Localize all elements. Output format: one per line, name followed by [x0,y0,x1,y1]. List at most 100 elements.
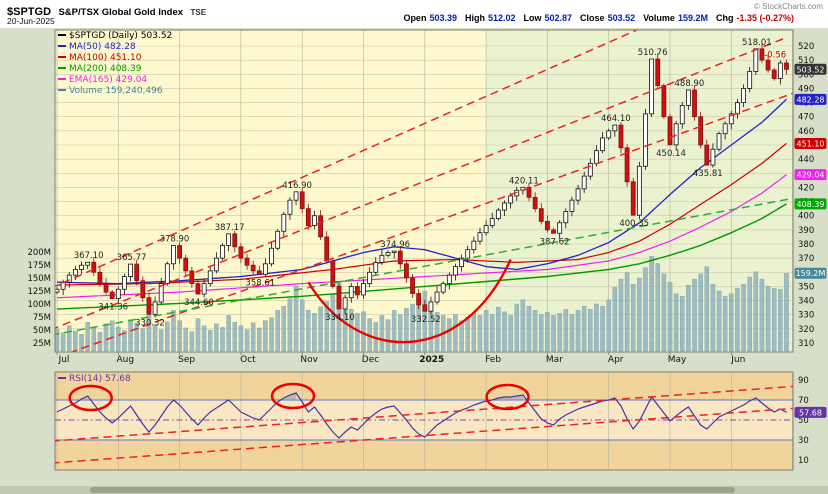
volume-bar [606,299,611,352]
candle [759,48,765,61]
month-label: Jun [730,355,745,365]
candle [545,220,550,231]
candle [753,48,759,72]
value-box [794,267,827,279]
volume-bar [79,334,84,352]
volume-bar [532,310,538,352]
volume-bar [551,315,556,352]
price-axis-label: 380 [798,240,814,250]
title-line: $SPTGD S&P/TSX Global Gold Index TSE [7,2,206,20]
volume-bar [496,306,501,352]
candle [563,211,569,224]
rsi-axis-label: 30 [798,436,809,446]
volume-bar [667,282,673,352]
candle [453,266,458,276]
price-axis-label: 330 [798,311,814,321]
candle [722,123,728,135]
candle [532,196,538,210]
volume-bar [226,315,231,352]
candle [624,147,630,183]
month-label: Feb [485,355,501,365]
candle [636,165,642,216]
volume-bar [453,314,458,352]
candle [109,291,115,299]
candle [54,288,60,293]
candle [269,247,274,265]
volume-bar [306,310,311,352]
candle [618,124,624,149]
candle [103,283,109,293]
candle [164,263,170,285]
candle [679,105,685,125]
volume-bar [195,318,201,352]
volume-bar [526,305,532,352]
scrollbar-handle[interactable] [90,487,735,493]
candle [741,88,746,103]
value-box-text: 429.04 [797,171,825,180]
volume-bar [312,313,317,352]
volume-axis-label: 100M [27,300,51,310]
volume-bar [73,330,78,352]
candle [685,89,691,106]
volume-bar [434,312,440,352]
volume-bar [398,314,403,352]
candle [324,236,330,262]
candle [79,264,84,270]
volume-bar [784,273,789,352]
month-label: Dec [362,355,379,365]
quote-label-volume: Volume [643,13,675,23]
green-trendline [55,197,793,336]
volume-bar [704,266,710,352]
volume-bar [128,319,133,352]
candle [428,301,434,312]
candle [134,263,140,282]
volume-bar [391,310,397,352]
candle [594,150,599,164]
candle [587,162,593,177]
swing-label: 334.10 [325,313,355,323]
volume-bar [557,313,562,352]
candle [649,58,655,115]
candle [72,269,78,276]
price-axis-label: 500 [798,70,814,80]
price-axis-label: 470 [798,113,814,123]
volume-bar [680,296,685,352]
volume-bar [299,299,305,352]
candle [152,301,158,315]
copyright: © StockCharts.com [753,2,823,11]
volume-bar [54,328,60,352]
volume-bar [483,310,489,352]
price-axis-label: 440 [798,155,814,165]
rsi-axis-label: 10 [798,456,809,466]
red-trendline [55,30,639,288]
volume-bar [152,324,158,352]
volume-bar [238,325,244,352]
trendlines [55,30,793,352]
candle [551,229,556,234]
candle [91,261,97,273]
candle [312,215,317,227]
value-box [794,198,827,210]
candle [489,218,495,227]
candle [422,304,428,312]
candle [146,297,152,315]
candle [704,144,710,166]
volume-bar [729,293,734,352]
volume-bar [116,326,121,352]
volume-axis-label: 175M [27,261,51,271]
red-arc-annotation [307,259,512,344]
candle [630,181,636,216]
volume-axis-label: 50M [33,326,51,336]
volume-bar [520,299,526,352]
volume-bar [581,305,587,352]
volume-bar [140,328,146,352]
rsi-axis-label: 90 [798,376,809,386]
rsi-highlight-circle [68,384,113,412]
month-label: May [668,355,687,365]
volume-bar [747,276,752,352]
swing-label: 332.52 [411,315,441,325]
swing-label: 420.11 [509,176,539,186]
month-label: Oct [240,355,256,365]
candle [201,283,207,295]
